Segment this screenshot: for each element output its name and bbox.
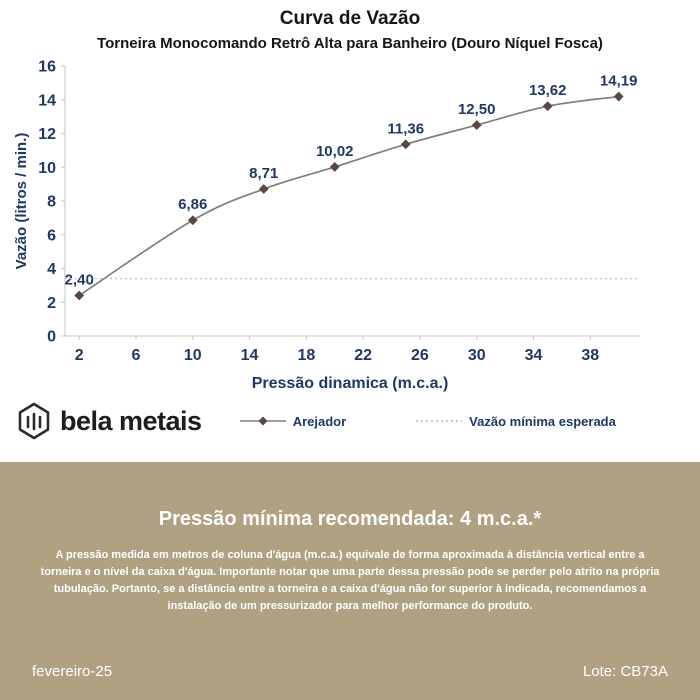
dotted-line-marker-icon — [416, 420, 463, 422]
data-point-marker — [471, 120, 482, 130]
y-tick-label: 6 — [47, 227, 56, 244]
x-tick-label: 38 — [581, 347, 599, 364]
data-point-marker — [329, 162, 340, 172]
legend-item-label: Arejador — [292, 413, 347, 429]
data-point-marker — [542, 101, 553, 112]
y-tick-label: 12 — [38, 126, 56, 143]
data-point-label: 14,19 — [600, 73, 638, 90]
x-axis-title: Pressão dinamica (m.c.a.) — [251, 375, 449, 392]
x-tick-label: 34 — [525, 347, 543, 364]
data-point-marker — [187, 215, 198, 226]
x-tick-label: 14 — [241, 347, 259, 364]
footer-panel: Pressão mínima recomendada: 4 m.c.a.* A … — [0, 462, 700, 700]
x-tick-label: 26 — [411, 347, 429, 364]
data-point-label: 2,40 — [65, 272, 94, 289]
y-tick-label: 2 — [47, 295, 56, 312]
data-point-label: 13,62 — [529, 82, 567, 99]
y-tick-label: 14 — [38, 92, 56, 109]
x-tick-label: 30 — [468, 347, 486, 364]
brand-logo-text: bela metais — [60, 405, 202, 436]
x-tick-label: 10 — [184, 347, 202, 364]
y-tick-label: 0 — [47, 329, 56, 346]
footer-date: fevereiro-25 — [32, 663, 113, 680]
y-tick-label: 8 — [47, 194, 56, 211]
chart-title: Curva de Vazão — [279, 8, 421, 29]
data-point-label: 6,86 — [178, 196, 207, 213]
brand-logo: bela metais — [16, 401, 202, 441]
flow-curve-line — [78, 95, 619, 297]
data-point-label: 10,02 — [316, 143, 354, 160]
legend-item-min-flow: Vazão mínima esperada — [416, 414, 616, 429]
x-tick-label: 2 — [75, 347, 84, 364]
x-tick-label: 6 — [132, 347, 141, 364]
data-point-marker — [74, 290, 85, 301]
x-tick-label: 18 — [297, 347, 315, 364]
y-tick-label: 4 — [47, 261, 56, 278]
footer-body: A pressão medida em metros de coluna d'á… — [40, 549, 660, 613]
footer-lot: Lote: CB73A — [582, 663, 668, 680]
footer-heading: Pressão mínima recomendada: 4 m.c.a.* — [158, 508, 542, 530]
data-point-marker — [400, 139, 411, 150]
legend-item-arejador: Arejador — [239, 413, 347, 429]
data-point-marker — [613, 91, 624, 102]
chart-subtitle: Torneira Monocomando Retrô Alta para Ban… — [97, 35, 603, 52]
legend-row: bela metais Arejador Vazão mínima espera… — [0, 393, 700, 441]
chart-section: Curva de Vazão Torneira Monocomando Retr… — [0, 8, 700, 441]
legend-item-label: Vazão mínima esperada — [469, 413, 616, 429]
data-point-marker — [258, 184, 269, 194]
y-tick-label: 16 — [38, 59, 56, 76]
footer-row: fevereiro-25 Lote: CB73A — [30, 663, 670, 680]
data-point-label: 12,50 — [458, 101, 496, 118]
data-point-label: 8,71 — [249, 165, 278, 182]
y-axis-title: Vazão (litros / min.) — [13, 133, 30, 270]
chart-legend: Arejador Vazão mínima esperada — [202, 414, 684, 429]
data-point-label: 11,36 — [387, 120, 424, 137]
x-tick-label: 22 — [354, 347, 372, 364]
hexagon-logo-icon — [18, 402, 50, 440]
line-diamond-marker-icon — [239, 416, 286, 426]
y-tick-label: 10 — [38, 160, 56, 177]
